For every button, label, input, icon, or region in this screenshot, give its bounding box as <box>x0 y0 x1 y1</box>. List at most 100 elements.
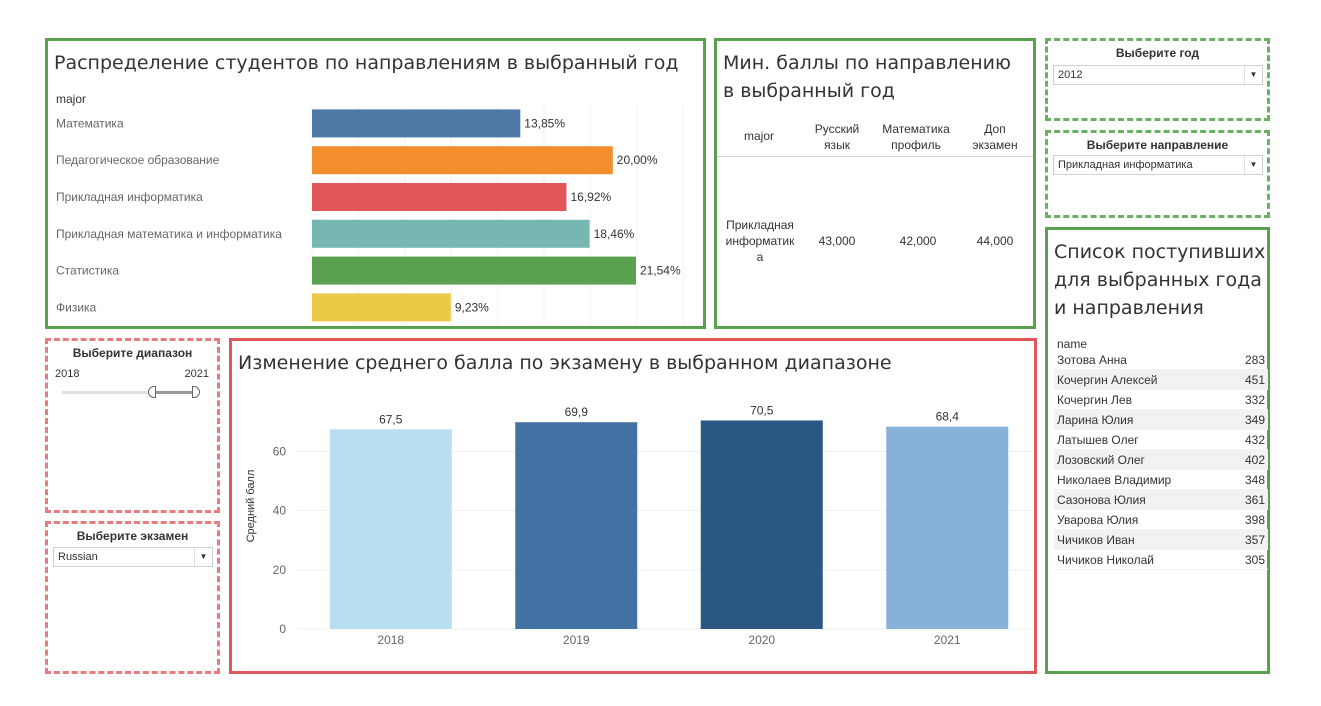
student-name: Николаев Владимир <box>1057 473 1172 487</box>
x-tick-label: 2018 <box>377 633 404 647</box>
category-label: Математика <box>56 116 124 130</box>
x-tick-label: 2021 <box>934 633 961 647</box>
admitted-column-header: name <box>1057 337 1088 351</box>
student-score: 349 <box>1244 413 1265 427</box>
admitted-title: Список поступивших для выбранных года и … <box>1054 241 1266 319</box>
min-scores-header-row: major Русский язык Математика профиль До… <box>717 113 1033 157</box>
student-name: Чичиков Иван <box>1057 533 1135 547</box>
bar[interactable] <box>312 256 636 285</box>
row-russian: 43,000 <box>818 234 856 248</box>
year-select[interactable]: 2012 ▼ <box>1053 65 1263 85</box>
exam-filter-title: Выберите экзамен <box>76 529 189 543</box>
major-select-value: Прикладная информатика <box>1058 159 1193 171</box>
bar[interactable] <box>886 426 1009 629</box>
bar[interactable] <box>329 429 452 629</box>
student-name: Уварова Юлия <box>1057 513 1139 527</box>
list-item[interactable]: Николаев Владимир 348 <box>1054 470 1268 490</box>
min-scores-row: Прикладная информатика 43,000 42,000 44,… <box>717 209 1033 269</box>
list-item[interactable]: Уварова Юлия 398 <box>1054 510 1268 530</box>
range-min-label: 2018 <box>55 368 80 380</box>
y-tick-label: 0 <box>279 622 286 636</box>
bar[interactable] <box>312 183 567 211</box>
y-axis-label: Средний балл <box>245 470 257 543</box>
student-score: 348 <box>1244 473 1265 487</box>
student-name: Ларина Юлия <box>1057 413 1134 427</box>
exam-select[interactable]: Russian ▼ <box>53 547 213 567</box>
bar[interactable] <box>312 293 451 322</box>
chevron-down-icon[interactable]: ▼ <box>1244 156 1262 174</box>
bar[interactable] <box>312 146 613 175</box>
category-label: Прикладная информатика <box>56 190 203 204</box>
list-item[interactable]: Латышев Олег 432 <box>1054 430 1268 450</box>
list-item[interactable]: Сазонова Юлия 361 <box>1054 490 1268 510</box>
student-score: 332 <box>1244 393 1265 407</box>
admitted-panel: Список поступивших для выбранных года и … <box>1045 227 1270 674</box>
data-label: 21,54% <box>640 264 681 278</box>
list-item[interactable]: Кочергин Алексей 451 <box>1054 370 1268 390</box>
data-label: 16,92% <box>570 190 611 204</box>
list-item[interactable]: Лозовский Олег 402 <box>1054 450 1268 470</box>
major-filter: Выберите направление Прикладная информат… <box>1045 130 1270 218</box>
list-item[interactable]: Зотова Анна 283 <box>1054 350 1268 370</box>
data-label: 13,85% <box>524 116 565 130</box>
min-scores-panel: Мин. баллы по направлению в выбранный го… <box>714 38 1036 329</box>
student-name: Латышев Олег <box>1057 433 1139 447</box>
min-scores-title: Мин. баллы по направлению в выбранный го… <box>723 52 1012 102</box>
range-slider-selected <box>152 391 198 394</box>
student-score: 432 <box>1244 433 1265 447</box>
year-filter: Выберите год 2012 ▼ <box>1045 38 1270 121</box>
year-select-value: 2012 <box>1058 69 1083 81</box>
avg-score-title: Изменение среднего балла по экзамену в в… <box>238 352 892 374</box>
list-item[interactable]: Ларина Юлия 349 <box>1054 410 1268 430</box>
student-score: 357 <box>1244 533 1265 547</box>
data-label: 70,5 <box>750 403 774 417</box>
header-russian: Русский язык <box>814 122 860 152</box>
chevron-down-icon[interactable]: ▼ <box>1244 66 1262 84</box>
y-tick-label: 40 <box>273 504 287 518</box>
distribution-chart: Математика 13,85% Педагогическое образован… <box>56 105 684 326</box>
x-tick-label: 2020 <box>748 633 775 647</box>
student-score: 305 <box>1244 553 1265 567</box>
list-item[interactable]: Кочергин Лев 332 <box>1054 390 1268 410</box>
major-select[interactable]: Прикладная информатика ▼ <box>1053 155 1263 175</box>
row-major: Прикладная информатика <box>725 218 795 264</box>
category-label: Статистика <box>56 264 119 278</box>
major-filter-title: Выберите направление <box>1086 138 1229 152</box>
data-label: 18,46% <box>594 227 635 241</box>
bar[interactable] <box>700 420 823 629</box>
data-label: 69,9 <box>565 405 589 419</box>
data-label: 9,23% <box>455 300 489 314</box>
exam-select-value: Russian <box>58 551 98 563</box>
category-label: Физика <box>56 300 97 314</box>
bar[interactable] <box>515 422 638 629</box>
category-label: Прикладная математика и информатика <box>56 227 282 241</box>
distribution-panel: Распределение студентов по направлениям … <box>45 38 706 329</box>
admitted-list: Зотова Анна 283 Кочергин Алексей 451 Кочерги… <box>1054 350 1268 570</box>
distribution-title: Распределение студентов по направлениям … <box>54 52 679 74</box>
student-name: Лозовский Олег <box>1057 453 1145 467</box>
student-score: 283 <box>1244 353 1265 367</box>
range-filter-title: Выберите диапазон <box>72 346 193 360</box>
range-slider-handle-left[interactable] <box>148 386 156 398</box>
range-slider-track[interactable] <box>62 391 200 394</box>
data-label: 20,00% <box>617 153 658 167</box>
list-item[interactable]: Чичиков Иван 357 <box>1054 530 1268 550</box>
avg-score-chart: 0 20 40 60 Средний балл 67,5 2018 69,9 2019 70,5 2… <box>245 403 1032 647</box>
student-score: 451 <box>1244 373 1265 387</box>
range-slider-handle-right[interactable] <box>192 386 200 398</box>
list-item[interactable]: Чичиков Николай 305 <box>1054 550 1268 570</box>
bar[interactable] <box>312 109 521 138</box>
student-score: 402 <box>1244 453 1265 467</box>
data-label: 67,5 <box>379 412 403 426</box>
row-extra: 44,000 <box>976 234 1014 248</box>
student-name: Кочергин Лев <box>1057 393 1132 407</box>
range-max-label: 2021 <box>184 368 209 380</box>
bar[interactable] <box>312 219 590 248</box>
student-name: Сазонова Юлия <box>1057 493 1146 507</box>
header-math: Математика профиль <box>882 122 950 152</box>
header-major: major <box>743 129 774 143</box>
chevron-down-icon[interactable]: ▼ <box>194 548 212 566</box>
student-name: Зотова Анна <box>1057 353 1127 367</box>
y-tick-label: 60 <box>273 445 287 459</box>
student-score: 361 <box>1244 493 1265 507</box>
